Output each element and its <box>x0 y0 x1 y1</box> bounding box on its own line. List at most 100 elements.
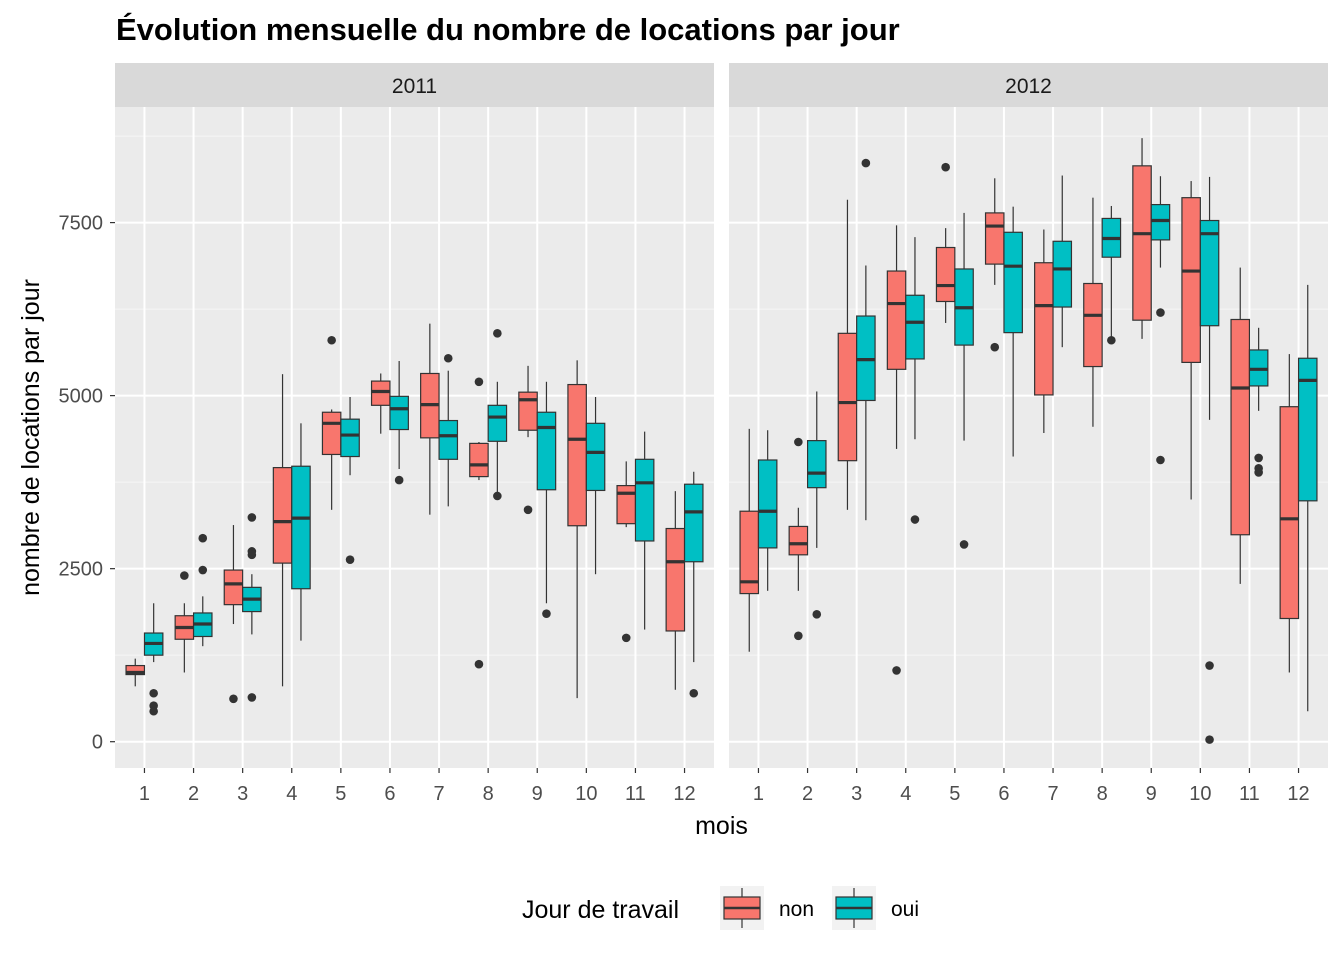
legend: Jour de travail non oui <box>522 886 919 930</box>
box-2012-9-oui-outlier <box>1156 308 1165 317</box>
box-2011-12-oui-outlier <box>689 688 699 698</box>
x-tick-label-11-2012: 11 <box>1239 783 1260 805</box>
box-2011-8-oui-box <box>487 404 508 442</box>
box-2011-12-oui-box <box>683 483 704 563</box>
box-2012-7-non-box <box>1034 262 1054 396</box>
y-axis: 0 2500 5000 7500 <box>59 213 115 754</box>
panel-background-2012 <box>729 107 1328 768</box>
box-2012-7-oui-box <box>1052 240 1073 308</box>
box-2012-1-non-box <box>739 510 760 595</box>
box-2012-3-oui-outlier <box>861 158 871 168</box>
x-tick-label-2-2012: 2 <box>802 783 813 805</box>
box-2011-1-oui-outlier <box>149 688 158 698</box>
x-tick-label-6-2012: 6 <box>998 783 1009 805</box>
box-2011-10-non-box <box>567 383 587 527</box>
box-2011-5-non-outlier <box>327 335 336 345</box>
box-2011-8-non-box <box>469 442 489 478</box>
x-tick-label-4-2012: 4 <box>900 783 911 805</box>
box-2012-8-non-box <box>1083 282 1103 368</box>
facet-panel-2012: 2012 <box>729 63 1328 768</box>
box-2011-3-oui-outlier <box>247 693 257 702</box>
box-2012-12-oui-box <box>1297 357 1318 502</box>
x-tick-label-12-2012: 12 <box>1287 783 1309 805</box>
legend-key-oui <box>832 886 876 930</box>
x-tick-label-7-2011: 7 <box>433 783 444 805</box>
x-tick-label-7-2012: 7 <box>1047 783 1058 805</box>
box-2012-5-non-box <box>935 246 956 303</box>
y-axis-title: nombre de locations par jour <box>17 279 45 596</box>
box-2011-2-oui-outlier <box>198 533 208 543</box>
box-2012-3-non-box <box>837 332 858 462</box>
x-tick-label-1-2011: 1 <box>139 783 150 805</box>
x-tick-label-6-2011: 6 <box>384 783 395 805</box>
legend-key-non <box>720 886 764 930</box>
box-2011-8-oui-outlier <box>493 329 502 338</box>
box-2012-11-oui-outlier <box>1254 453 1263 463</box>
box-2011-7-oui-outlier <box>443 353 453 363</box>
box-2011-2-non-outlier <box>180 571 189 580</box>
box-2012-10-oui-box <box>1199 219 1220 327</box>
box-2012-2-non-box <box>788 525 809 556</box>
box-2011-7-oui-box <box>438 419 459 460</box>
box-2011-5-non-box <box>321 411 342 456</box>
box-2011-6-oui-box <box>389 395 409 431</box>
box-2012-2-oui-outlier <box>812 610 822 619</box>
box-2011-9-oui-outlier <box>542 609 551 618</box>
x-tick-label-4-2011: 4 <box>286 783 297 805</box>
x-tick-label-9-2012: 9 <box>1146 783 1157 805</box>
facet-strip-label-2012: 2012 <box>1005 75 1052 98</box>
panel-content-2011 <box>115 107 714 768</box>
y-tick-label-2500: 2500 <box>59 559 104 581</box>
box-2011-11-non-outlier <box>621 633 631 643</box>
legend-title: Jour de travail <box>522 896 679 924</box>
box-2011-4-non-box <box>272 467 293 564</box>
box-2012-8-oui-outlier <box>1107 335 1116 345</box>
x-tick-label-1-2012: 1 <box>753 783 764 805</box>
box-2012-5-oui-outlier <box>959 540 969 549</box>
box-2011-12-non-box <box>665 527 686 632</box>
x-tick-label-8-2012: 8 <box>1097 783 1108 805</box>
box-2012-1-oui-box <box>757 459 778 549</box>
facet-strip-2012 <box>729 63 1328 107</box>
box-2012-10-oui-outlier <box>1205 661 1214 670</box>
x-tick-label-12-2011: 12 <box>673 783 695 805</box>
chart-title: Évolution mensuelle du nombre de locatio… <box>116 12 900 47</box>
x-axis-title: mois <box>695 812 748 840</box>
box-2012-9-non-box <box>1132 165 1152 321</box>
box-2012-5-non-outlier <box>941 162 950 172</box>
x-axis: 1 2 3 4 5 6 7 8 9 10 11 12 1 2 3 4 5 6 7 8 9 10 11 12 <box>139 768 1310 805</box>
box-2012-2-non-outlier <box>794 437 803 447</box>
box-2011-8-non-outlier <box>474 377 484 387</box>
box-2011-4-oui-box <box>291 465 311 590</box>
legend-label-oui: oui <box>891 898 919 921</box>
box-2012-4-oui-box <box>905 294 925 360</box>
box-2012-6-non-outlier <box>990 342 1000 352</box>
x-tick-label-2-2011: 2 <box>188 783 199 805</box>
box-2012-9-oui-box <box>1150 203 1171 241</box>
box-2012-4-non-box <box>886 270 907 370</box>
box-2011-1-oui-outlier <box>149 706 158 716</box>
box-2011-3-oui-outlier <box>247 513 257 522</box>
box-2012-2-non-outlier <box>794 631 803 641</box>
x-tick-label-3-2012: 3 <box>851 783 862 805</box>
box-2012-12-non-box <box>1279 406 1300 620</box>
facet-panel-2011: 2011 <box>115 63 714 768</box>
x-tick-label-5-2012: 5 <box>949 783 960 805</box>
box-2011-9-non-box <box>518 391 538 431</box>
box-2011-11-oui-box <box>634 458 655 542</box>
box-2011-5-oui-outlier <box>345 555 355 564</box>
box-2012-10-non-box <box>1181 197 1201 364</box>
box-2011-9-oui-box <box>536 411 557 491</box>
box-2012-11-non-box <box>1230 318 1251 536</box>
x-tick-label-5-2011: 5 <box>335 783 346 805</box>
y-tick-label-0: 0 <box>92 732 103 754</box>
x-tick-label-8-2011: 8 <box>483 783 494 805</box>
box-2012-4-non-outlier <box>892 666 901 675</box>
box-2011-9-non-outlier <box>523 505 533 515</box>
x-tick-label-10-2011: 10 <box>575 783 597 805</box>
box-2011-6-oui-outlier <box>394 475 404 485</box>
box-2011-3-oui-outlier <box>247 550 257 560</box>
box-2012-2-oui-box <box>806 440 827 489</box>
box-2011-10-oui-box <box>585 422 606 492</box>
